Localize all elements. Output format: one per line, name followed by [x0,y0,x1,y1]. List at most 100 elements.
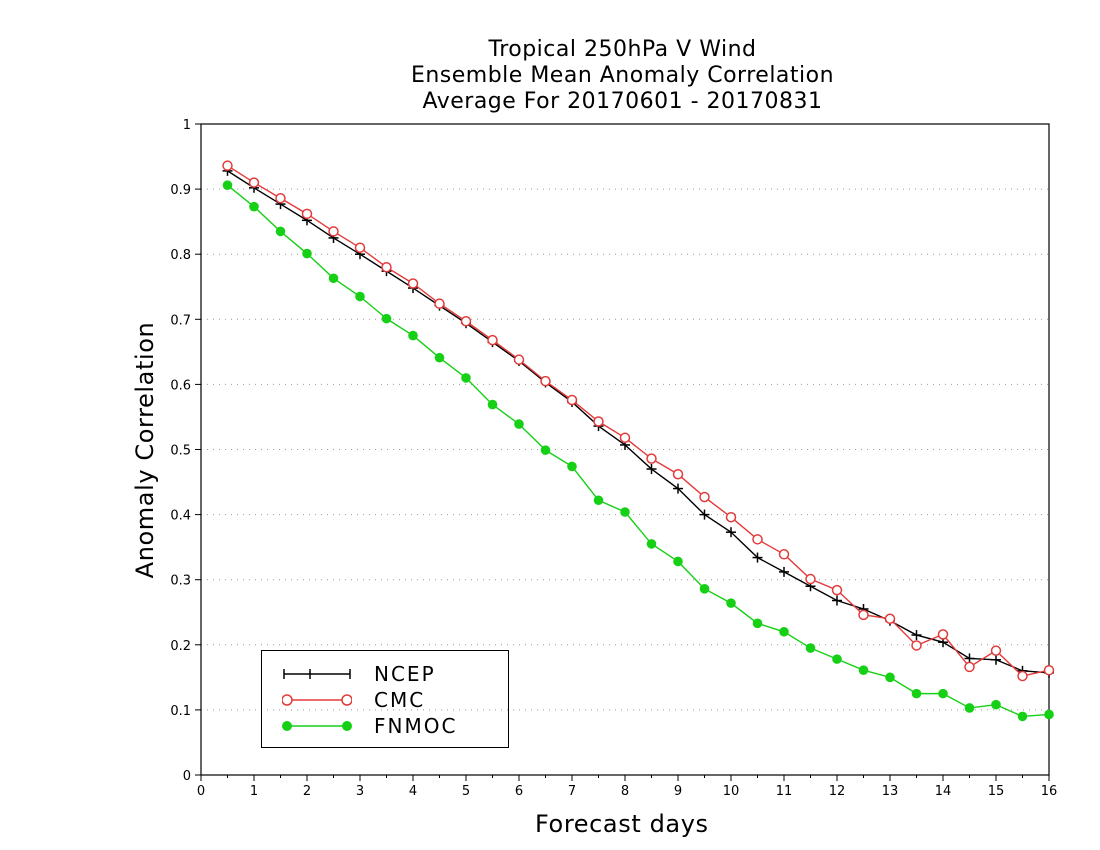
point-fnmoc-31 [1044,709,1054,720]
point-ncep-18 [699,509,710,520]
point-fnmoc-10 [487,399,498,410]
point-fnmoc-0 [222,180,233,190]
fnmoc-legend-swatch-icon [282,721,352,731]
point-fnmoc-3 [302,248,312,259]
point-fnmoc-20 [752,618,763,629]
point-cmc-21 [778,549,790,560]
point-cmc-11 [513,354,525,365]
x-tick-label-0: 0 [197,784,205,799]
x-tick-label-8: 8 [621,784,629,799]
point-ncep-29 [991,654,1001,665]
chart-title-line-3: Average For 20170601 - 20170831 [422,89,823,114]
point-fnmoc-18 [699,584,710,594]
y-tick-label-10: 1 [183,118,191,133]
point-cmc-6 [381,261,392,273]
point-fnmoc-29 [991,699,1001,710]
point-fnmoc-14 [593,495,604,506]
point-cmc-10 [487,334,498,346]
x-tick-label-12: 12 [829,784,846,799]
point-ncep-19 [726,527,736,538]
point-fnmoc-24 [858,665,869,675]
point-cmc-23 [831,584,843,596]
series-line-fnmoc [227,184,1050,718]
x-tick-label-6: 6 [515,784,523,799]
point-cmc-17 [672,468,684,480]
point-cmc-24 [858,609,869,621]
point-cmc-30 [1017,670,1028,682]
y-tick-label-3: 0.3 [170,574,191,589]
cmc-legend-swatch-icon [282,694,352,706]
point-fnmoc-13 [567,461,577,472]
point-fnmoc-8 [434,352,445,363]
x-tick-label-10: 10 [723,784,740,799]
point-fnmoc-28 [964,703,975,713]
y-tick-label-7: 0.7 [170,313,191,328]
point-cmc-31 [1043,664,1055,676]
point-cmc-5 [354,242,366,253]
point-cmc-8 [434,298,445,309]
point-cmc-19 [725,511,737,523]
y-tick-label-9: 0.9 [170,183,191,198]
x-tick-label-4: 4 [409,784,417,799]
y-tick-label-5: 0.5 [170,444,191,459]
legend-label-ncep: NCEP [374,662,436,686]
legend-item-fnmoc: FNMOC [262,713,510,739]
point-cmc-16 [646,453,657,464]
legend: NCEP CMC FNMOC [261,650,509,748]
x-tick-label-2: 2 [303,784,311,799]
x-tick-label-9: 9 [674,784,682,799]
point-cmc-27 [937,629,949,640]
point-cmc-12 [540,375,551,387]
y-tick-label-1: 0.1 [170,704,191,719]
point-fnmoc-27 [938,688,948,699]
point-fnmoc-23 [832,654,842,664]
y-tick-label-8: 0.8 [170,248,191,263]
x-tick-label-7: 7 [568,784,576,799]
point-cmc-28 [964,661,975,673]
point-cmc-29 [990,645,1002,656]
series-line-cmc [227,165,1050,677]
legend-label-cmc: CMC [374,688,426,712]
x-tick-label-14: 14 [935,784,952,799]
point-fnmoc-17 [673,556,683,567]
point-cmc-0 [222,160,233,171]
x-tick-label-16: 16 [1041,784,1058,799]
point-fnmoc-5 [355,291,365,302]
x-tick-label-5: 5 [462,784,470,799]
x-tick-label-15: 15 [988,784,1005,799]
chart-title-line-2: Ensemble Mean Anomaly Correlation [410,63,835,88]
point-fnmoc-21 [779,626,789,637]
point-cmc-1 [248,177,260,188]
x-tick-label-3: 3 [356,784,364,799]
point-ncep-17 [673,483,683,494]
y-tick-label-4: 0.4 [170,509,191,524]
point-fnmoc-4 [328,273,339,284]
point-cmc-2 [275,192,286,204]
point-fnmoc-1 [249,201,259,212]
point-fnmoc-25 [885,672,895,683]
point-fnmoc-15 [620,507,630,517]
point-ncep-26 [911,630,922,641]
point-fnmoc-12 [540,445,551,455]
series-line-ncep [227,170,1050,674]
x-tick-label-13: 13 [882,784,899,799]
ncep-legend-swatch-icon [283,669,351,679]
point-cmc-14 [593,416,604,427]
point-cmc-20 [752,534,763,545]
point-cmc-13 [566,394,578,406]
legend-item-cmc: CMC [262,687,510,713]
point-cmc-25 [884,613,896,625]
point-fnmoc-9 [461,373,471,383]
point-fnmoc-26 [911,688,922,699]
point-fnmoc-2 [275,226,286,237]
x-axis-label: Forecast days [535,810,709,838]
point-cmc-15 [619,432,631,444]
point-ncep-23 [832,595,842,606]
y-tick-label-6: 0.6 [170,378,191,393]
x-tick-label-1: 1 [250,784,258,799]
point-fnmoc-19 [726,598,736,608]
point-cmc-4 [328,226,339,237]
point-fnmoc-22 [805,643,816,653]
point-cmc-7 [407,278,419,289]
y-tick-label-0: 0 [183,769,191,784]
